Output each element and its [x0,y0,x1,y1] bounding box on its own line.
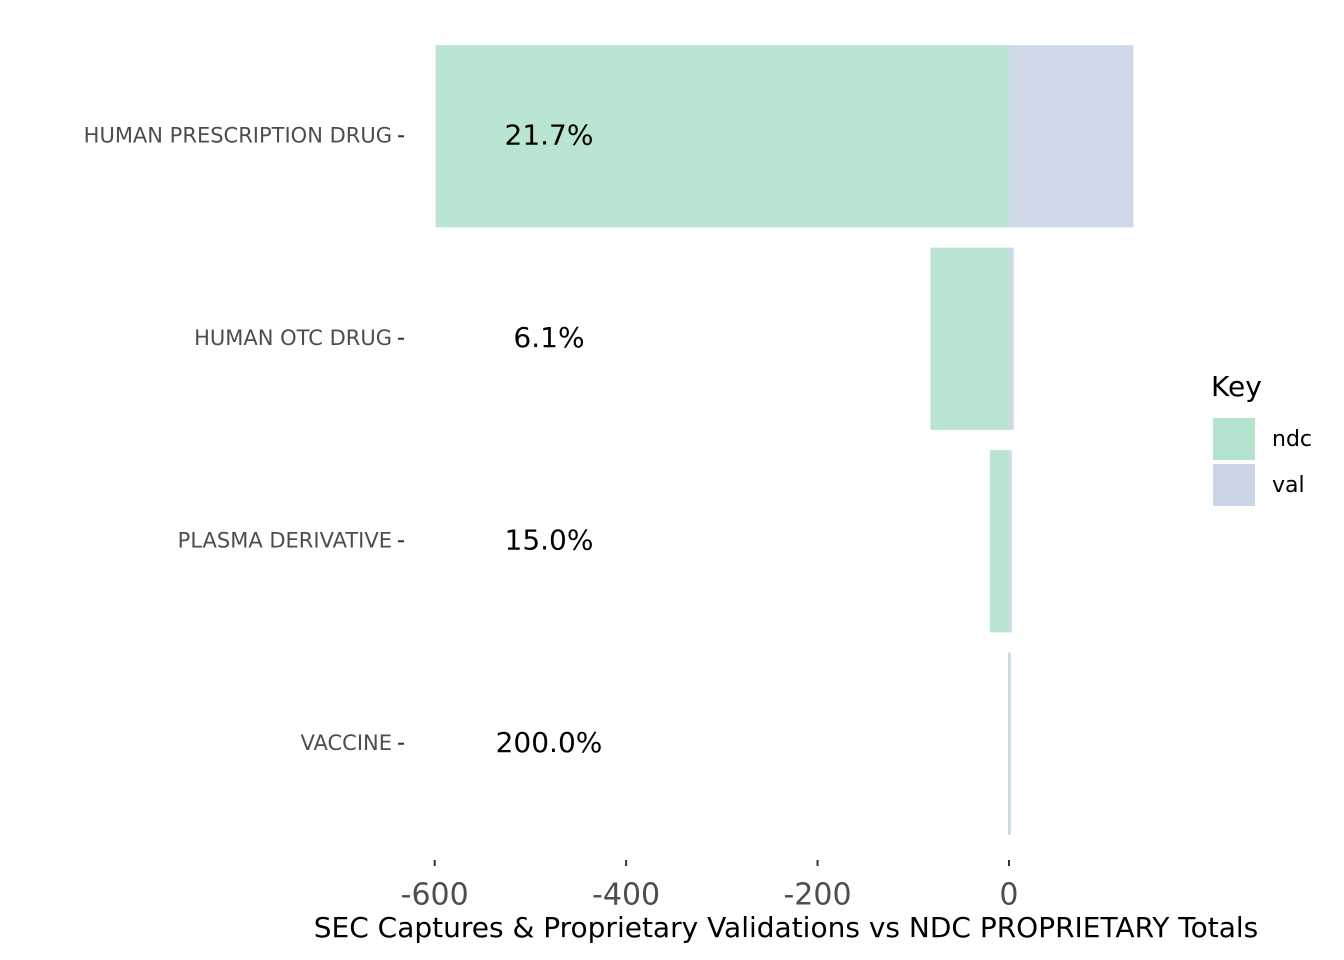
bar [1008,247,1014,430]
legend-swatch [1213,418,1255,460]
percent-label: 200.0% [496,726,603,759]
legend-swatch [1213,464,1255,506]
x-tick-label: 0 [999,878,1018,913]
x-axis-title: SEC Captures & Proprietary Validations v… [314,911,1258,944]
x-tick-label: -600 [401,878,469,913]
bar [930,247,1009,430]
bar [435,45,1009,228]
y-tick-label: HUMAN PRESCRIPTION DRUG [84,123,392,147]
y-tick-label: PLASMA DERIVATIVE [178,528,392,552]
legend-title: Key [1211,370,1262,403]
legend-label: ndc [1272,427,1312,452]
percent-label: 21.7% [505,118,594,151]
legend-label: val [1272,473,1305,498]
bar [1008,45,1134,228]
bar [1008,450,1012,633]
bar [1008,652,1011,835]
x-tick-label: -400 [592,878,660,913]
y-tick-label: VACCINE [300,731,392,755]
y-tick-label: HUMAN OTC DRUG [194,326,392,350]
percent-label: 6.1% [513,321,584,354]
bar [989,450,1009,633]
bar [1008,652,1009,835]
percent-label: 15.0% [505,523,594,556]
x-tick-label: -200 [783,878,851,913]
